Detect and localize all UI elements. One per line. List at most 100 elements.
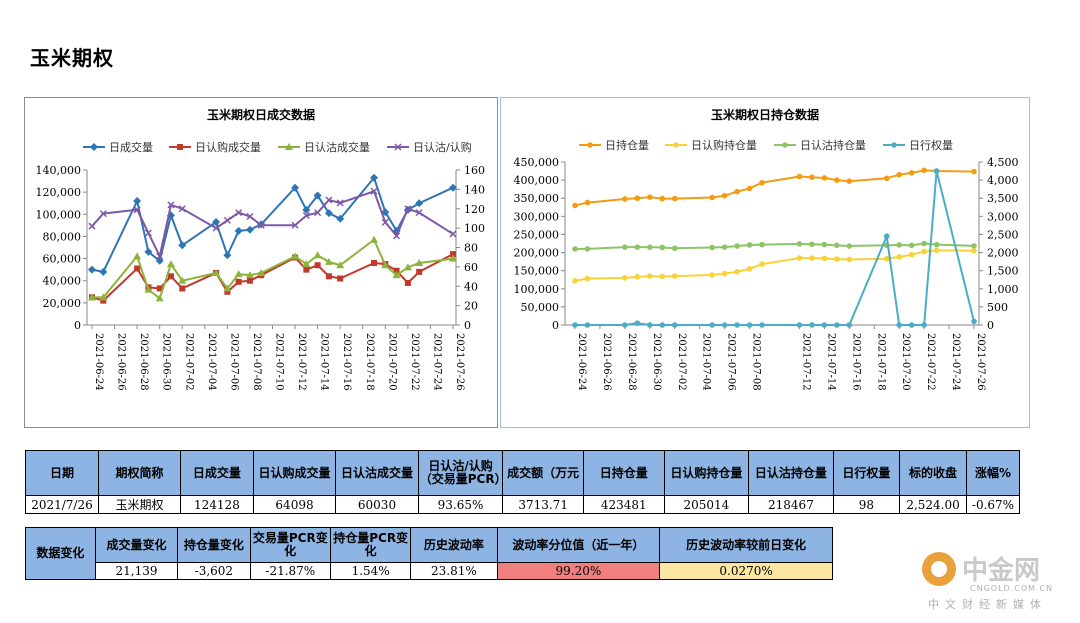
data-point: [393, 267, 400, 274]
data-point: [449, 230, 457, 238]
col-header: 成交额（万元: [502, 450, 584, 496]
daily-volume-chart: 玉米期权日成交数据 日成交量 日认购成交量 日认沽成交量 日认沽/认购 0 20,000 40…: [24, 97, 498, 428]
data-point: [303, 266, 310, 273]
x-tick-label: 2021-07-18: [875, 333, 886, 391]
table-row: 21,139 -3,602 -21.87% 1.54% 23.81% 99.20…: [26, 562, 833, 580]
data-point: [821, 175, 828, 181]
logo-mark-icon: [922, 552, 956, 586]
y-left-tick-label: 350,000: [514, 192, 560, 205]
data-point: [404, 205, 412, 213]
y-left-tick-label: 20,000: [43, 297, 82, 310]
data-point: [179, 285, 186, 292]
data-point: [834, 177, 840, 183]
y-right-tick-label: 60: [464, 261, 478, 274]
data-point: [796, 255, 803, 261]
data-point: [392, 271, 401, 279]
data-point: [156, 252, 164, 260]
data-point: [449, 183, 457, 192]
cell-option-name: 玉米期权: [97, 495, 182, 514]
col-header: 日认购成交量: [252, 450, 337, 496]
legend-label: 日行权量: [909, 139, 953, 152]
data-point: [891, 142, 897, 148]
y-left-tick-label: 250,000: [514, 228, 560, 241]
data-point: [403, 263, 412, 271]
data-point: [302, 205, 311, 214]
data-point: [622, 275, 628, 281]
data-point: [134, 265, 141, 272]
y-left-tick-label: 0: [552, 319, 559, 332]
data-point: [133, 197, 142, 205]
cell-call-oi: 205014: [663, 495, 750, 514]
cell-change-pct: -0.67%: [966, 495, 1020, 514]
cell-turnover: 3713.71: [502, 495, 584, 514]
data-point: [584, 275, 591, 282]
data-point: [88, 222, 96, 230]
x-tick-label: 2021-07-26: [975, 333, 986, 391]
x-tick-label: 2021-07-08: [251, 333, 262, 391]
data-point: [883, 255, 890, 262]
y-right-tick-label: 1,000: [987, 283, 1019, 296]
x-tick-label: 2021-07-20: [900, 333, 911, 391]
data-point: [908, 242, 915, 249]
data-point: [235, 209, 243, 217]
data-point: [846, 322, 853, 328]
y-left-tick-label: 400,000: [514, 174, 560, 187]
data-point: [971, 243, 977, 249]
cell-exercise: 98: [832, 495, 901, 514]
data-point: [155, 256, 164, 265]
y-right-tick-label: 500: [987, 301, 1008, 314]
data-point: [659, 273, 666, 280]
data-point: [415, 259, 424, 266]
data-point: [933, 241, 940, 248]
x-tick-label: 2021-06-28: [626, 333, 637, 391]
data-point: [212, 218, 221, 227]
col-header: 日期: [25, 450, 99, 496]
data-point: [971, 318, 977, 325]
daily-summary-table: 日期 期权简称 日成交量 日认购成交量 日认沽成交量 日认沽/认购（交易量PCR…: [25, 450, 1020, 514]
data-point: [167, 201, 175, 209]
x-tick-label: 2021-07-02: [183, 333, 194, 391]
legend-label: 日成交量: [109, 140, 153, 154]
data-point: [177, 144, 183, 150]
data-point: [325, 273, 332, 280]
data-point: [809, 174, 815, 181]
data-point: [572, 246, 578, 252]
legend-label: 日认购持仓量: [691, 138, 757, 152]
data-point: [404, 279, 411, 286]
data-point: [416, 268, 423, 275]
x-tick-label: 2021-07-26: [454, 333, 465, 391]
data-point: [834, 242, 840, 249]
y-left-tick-label: 150,000: [514, 265, 560, 278]
data-point: [746, 242, 753, 248]
data-point: [634, 244, 641, 250]
data-point: [212, 224, 220, 232]
data-point: [394, 143, 402, 151]
data-point: [821, 241, 828, 248]
x-tick-label: 2021-07-24: [950, 333, 961, 391]
x-tick-label: 2021-07-10: [274, 333, 285, 391]
y-right-tick-label: 4,000: [987, 174, 1019, 187]
data-change-table: 数据变化 成交量变化 持仓量变化 交易量PCR变化 持仓量PCR变化 历史波动率…: [25, 527, 833, 580]
data-point: [671, 195, 678, 202]
y-right-tick-label: 3,500: [987, 192, 1019, 205]
data-point: [144, 247, 153, 256]
data-point: [734, 243, 740, 249]
col-header: 持仓量变化: [177, 527, 251, 563]
y-left-tick-label: 120,000: [36, 186, 82, 199]
data-point: [324, 257, 333, 265]
cell-daily-volume: 124128: [180, 495, 254, 514]
data-point: [370, 235, 379, 243]
data-point: [371, 260, 378, 266]
data-point: [257, 268, 266, 276]
table-header-row: 数据变化 成交量变化 持仓量变化 交易量PCR变化 持仓量PCR变化 历史波动率…: [25, 527, 833, 580]
col-header: 交易量PCR变化: [249, 527, 332, 563]
data-point: [572, 278, 578, 284]
legend-label: 日认沽持仓量: [800, 138, 866, 152]
col-header: 历史波动率: [410, 527, 498, 563]
x-tick-label: 2021-07-08: [751, 333, 762, 391]
x-tick-label: 2021-06-26: [116, 333, 127, 391]
data-point: [223, 216, 231, 224]
series-line: [574, 169, 975, 207]
